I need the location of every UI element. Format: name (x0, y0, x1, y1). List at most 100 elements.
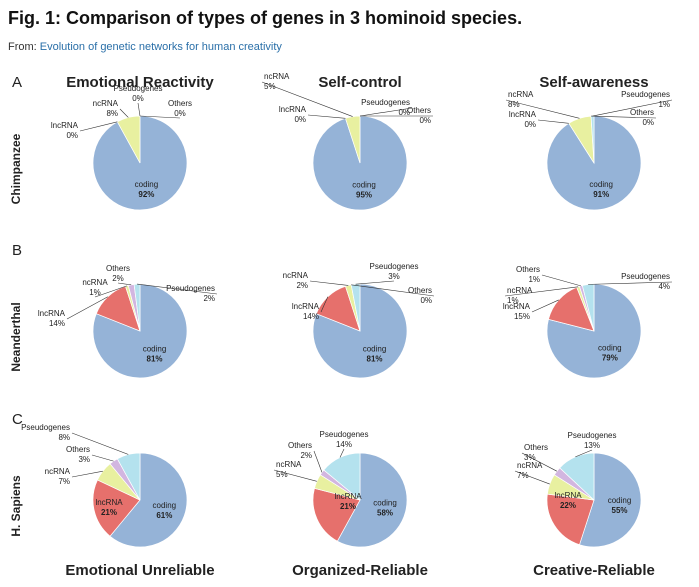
chart-title: Creative-Reliable (533, 562, 655, 579)
slice-value-coding: 81% (367, 354, 383, 363)
leader-line (66, 296, 108, 320)
leader-line (91, 454, 114, 462)
slice-label-lncRNA: lncRNA (509, 110, 537, 119)
leader-line (537, 119, 569, 124)
pie-slice-lncRNA (546, 493, 595, 546)
slice-label-Others: Others (66, 445, 90, 454)
slice-value-coding: 79% (602, 353, 618, 362)
slice-label-Others: Others (630, 108, 654, 117)
slice-label-lncRNA: lncRNA (292, 302, 320, 311)
slice-label-lncRNA: lncRNA (38, 309, 66, 318)
slice-label-coding: coding (363, 344, 387, 353)
slice-value-coding: 58% (377, 508, 393, 517)
slice-value-Others: 3% (524, 453, 536, 462)
slice-value-ncRNA: 8% (106, 109, 118, 118)
slice-value-ncRNA: 1% (507, 296, 519, 305)
slice-label-ncRNA: ncRNA (507, 286, 533, 295)
source-prefix: From: (8, 41, 40, 53)
slice-label-lncRNA: lncRNA (503, 302, 531, 311)
slice-label-coding: coding (135, 180, 159, 189)
slice-value-ncRNA: 7% (58, 477, 70, 486)
slice-label-coding: coding (608, 496, 632, 505)
slice-value-coding: 61% (156, 511, 172, 520)
slice-value-Others: 0% (419, 116, 431, 125)
leader-line (339, 448, 345, 458)
slice-value-lncRNA: 14% (49, 319, 65, 328)
slice-value-Pseudogenes: 4% (658, 282, 670, 291)
leader-line (307, 114, 346, 119)
slice-value-Pseudogenes: 3% (388, 272, 400, 281)
leader-line (119, 108, 129, 118)
leader-line (592, 99, 673, 117)
pie-slice-lncRNA (312, 487, 361, 542)
slice-label-lncRNA: lncRNA (51, 121, 79, 130)
pie-slice-coding (109, 452, 188, 548)
slice-label-lncRNA: lncRNA (334, 492, 362, 501)
slice-label-coding: coding (589, 180, 613, 189)
slice-value-coding: 81% (147, 354, 163, 363)
row-label: H. Sapiens (9, 475, 23, 537)
source-link[interactable]: Evolution of genetic networks for human … (39, 41, 282, 53)
slice-value-Others: 0% (420, 296, 432, 305)
slice-value-Pseudogenes: 0% (132, 94, 144, 103)
slice-label-coding: coding (153, 501, 177, 510)
slice-label-ncRNA: ncRNA (517, 461, 543, 470)
row-label: Chimpanzee (9, 133, 23, 204)
slice-value-ncRNA: 1% (89, 288, 101, 297)
leader-line (320, 296, 329, 313)
row-letter: C (12, 411, 23, 428)
slice-value-Pseudogenes: 0% (398, 108, 410, 117)
slice-label-Others: Others (106, 264, 130, 273)
chart-title: Emotional Reactivity (66, 74, 214, 91)
slice-value-Others: 3% (78, 455, 90, 464)
slice-label-Pseudogenes: Pseudogenes (621, 90, 670, 99)
slice-label-lncRNA: lncRNA (554, 491, 582, 500)
slice-label-lncRNA: lncRNA (279, 105, 307, 114)
leader-line (117, 282, 132, 286)
leader-line (504, 286, 579, 297)
leader-line (355, 280, 395, 285)
pie-slice-lncRNA (92, 479, 141, 537)
pie-slice-Pseudogenes (133, 283, 141, 332)
slice-value-coding: 55% (612, 506, 628, 515)
slice-value-lncRNA: 0% (524, 120, 536, 129)
row-letter: B (12, 242, 22, 259)
chart-title: Self-awareness (539, 74, 648, 91)
slice-label-Others: Others (408, 286, 432, 295)
slice-value-lncRNA: 14% (303, 312, 319, 321)
leader-line (71, 470, 103, 478)
leader-line (575, 449, 593, 458)
slice-label-ncRNA: ncRNA (93, 99, 119, 108)
slice-label-Pseudogenes: Pseudogenes (621, 272, 670, 281)
slice-label-Others: Others (407, 106, 431, 115)
chart-title: Emotional Unreliable (65, 562, 214, 579)
chart-title: Organized-Reliable (292, 562, 428, 579)
slice-label-lncRNA: lncRNA (95, 498, 123, 507)
slice-label-ncRNA: ncRNA (276, 460, 302, 469)
slice-label-Pseudogenes: Pseudogenes (114, 84, 163, 93)
slice-label-ncRNA: ncRNA (508, 90, 534, 99)
slice-value-coding: 92% (138, 190, 154, 199)
leader-line (588, 281, 673, 285)
slice-value-lncRNA: 0% (66, 131, 78, 140)
leader-line (531, 299, 559, 313)
slice-label-ncRNA: ncRNA (264, 72, 290, 81)
slice-value-Others: 0% (642, 118, 654, 127)
leader-line (273, 469, 317, 482)
pie-slice-Pseudogenes (116, 452, 141, 501)
slice-value-ncRNA: 2% (296, 281, 308, 290)
slice-value-lncRNA: 21% (340, 502, 356, 511)
slice-value-ncRNA: 5% (264, 82, 276, 91)
slice-value-coding: 95% (356, 191, 372, 200)
slice-value-Others: 2% (112, 274, 124, 283)
leader-line (351, 284, 435, 297)
slice-value-lncRNA: 22% (560, 501, 576, 510)
slice-label-coding: coding (373, 498, 397, 507)
slice-value-lncRNA: 15% (514, 312, 530, 321)
slice-label-coding: coding (598, 343, 622, 352)
slice-label-Others: Others (168, 99, 192, 108)
slice-label-Pseudogenes: Pseudogenes (361, 98, 410, 107)
slice-label-Pseudogenes: Pseudogenes (568, 431, 617, 440)
slice-value-Others: 1% (528, 275, 540, 284)
leader-line (261, 81, 353, 117)
